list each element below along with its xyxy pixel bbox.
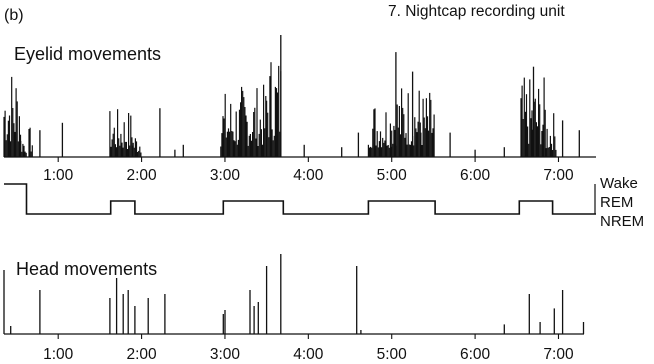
activity-burst xyxy=(132,138,142,157)
state-label-rem: REM xyxy=(600,194,633,211)
activity-burst xyxy=(520,77,546,157)
head-movements-trace xyxy=(3,254,585,334)
head-title: Head movements xyxy=(16,259,157,279)
tick-label: 4:00 xyxy=(293,346,324,363)
eyelid-title: Eyelid movements xyxy=(14,44,161,64)
tick-label: 3:00 xyxy=(210,167,241,184)
tick-label: 4:00 xyxy=(293,167,324,184)
activity-burst xyxy=(220,93,242,157)
tick-label: 1:00 xyxy=(43,167,74,184)
tick-label: 2:00 xyxy=(126,346,157,363)
hypnogram-line xyxy=(4,183,596,215)
activity-burst xyxy=(3,76,22,157)
eyelid-time-axis-ticks: 1:00 2:00 3:00 4:00 5:00 6:00 7:00 xyxy=(43,157,574,184)
activity-burst xyxy=(109,109,134,157)
activity-burst xyxy=(367,108,393,157)
tick-label: 6:00 xyxy=(460,167,491,184)
activity-burst xyxy=(545,113,557,157)
tick-label: 5:00 xyxy=(377,346,408,363)
panel-label: (b) xyxy=(4,7,24,24)
tick-label: 5:00 xyxy=(377,167,408,184)
tick-label: 7:00 xyxy=(543,167,574,184)
head-time-axis-ticks: 1:00 2:00 3:00 4:00 5:00 6:00 7:00 xyxy=(43,334,574,363)
activity-burst xyxy=(28,127,33,157)
eyelid-movements-trace xyxy=(3,35,580,157)
activity-burst xyxy=(241,84,267,157)
tick-label: 1:00 xyxy=(43,346,74,363)
tick-label: 7:00 xyxy=(543,346,574,363)
tick-label: 3:00 xyxy=(210,346,241,363)
state-label-wake: Wake xyxy=(600,175,638,192)
activity-burst xyxy=(20,140,27,157)
tick-label: 6:00 xyxy=(460,346,491,363)
activity-burst xyxy=(420,92,435,157)
tick-label: 2:00 xyxy=(126,167,157,184)
state-label-nrem: NREM xyxy=(600,213,644,230)
sleep-stage-hypnogram xyxy=(4,183,596,215)
recording-unit-note: 7. Nightcap recording unit xyxy=(388,3,565,20)
activity-burst xyxy=(266,62,282,157)
